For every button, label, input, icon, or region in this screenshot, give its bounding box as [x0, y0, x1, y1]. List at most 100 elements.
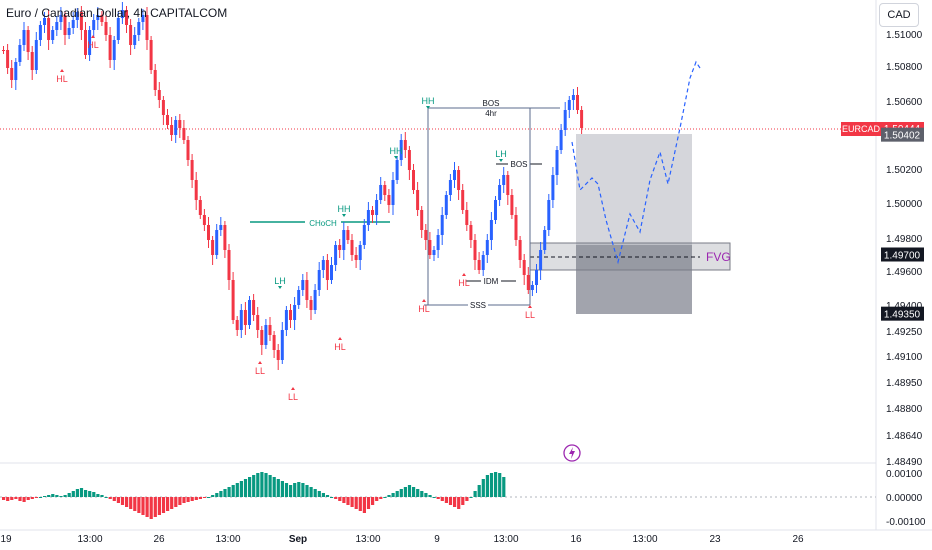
candle[interactable]	[219, 225, 223, 230]
candle[interactable]	[256, 315, 260, 330]
candle[interactable]	[543, 230, 547, 250]
candle[interactable]	[494, 200, 497, 220]
candle[interactable]	[264, 325, 268, 345]
candle[interactable]	[539, 250, 543, 270]
candle[interactable]	[461, 190, 465, 210]
candle[interactable]	[301, 280, 305, 290]
candle[interactable]	[530, 285, 534, 290]
candle[interactable]	[239, 310, 243, 330]
candle[interactable]	[223, 225, 227, 250]
candle[interactable]	[375, 200, 379, 215]
candle[interactable]	[362, 225, 366, 245]
candle[interactable]	[551, 175, 555, 200]
candle[interactable]	[305, 280, 309, 300]
candle[interactable]	[67, 28, 71, 35]
candle[interactable]	[108, 35, 112, 60]
candle[interactable]	[526, 275, 530, 290]
candle[interactable]	[358, 245, 362, 260]
candle[interactable]	[469, 225, 473, 240]
candle[interactable]	[59, 15, 63, 22]
candle[interactable]	[502, 175, 506, 185]
candle[interactable]	[334, 245, 338, 265]
oscillator-histogram[interactable]	[2, 472, 506, 519]
candle[interactable]	[424, 230, 428, 240]
candle[interactable]	[211, 240, 215, 255]
candle[interactable]	[317, 270, 321, 290]
candle[interactable]	[79, 12, 83, 30]
candle[interactable]	[440, 215, 444, 235]
candle[interactable]	[559, 130, 563, 150]
candle[interactable]	[161, 100, 165, 115]
candle[interactable]	[92, 20, 96, 30]
candle[interactable]	[436, 235, 440, 250]
candle[interactable]	[383, 185, 387, 195]
candle[interactable]	[30, 52, 34, 70]
candle[interactable]	[47, 18, 51, 40]
candle[interactable]	[227, 250, 231, 280]
candle[interactable]	[129, 25, 133, 45]
candle[interactable]	[309, 300, 313, 310]
candle[interactable]	[547, 200, 551, 230]
candle[interactable]	[6, 50, 10, 68]
candle[interactable]	[555, 150, 559, 175]
candle[interactable]	[186, 140, 190, 160]
candle[interactable]	[313, 290, 317, 310]
candle[interactable]	[104, 22, 108, 35]
candle[interactable]	[399, 140, 403, 160]
candle[interactable]	[571, 95, 575, 100]
candle[interactable]	[174, 120, 178, 135]
candle[interactable]	[489, 220, 493, 240]
candle[interactable]	[485, 240, 489, 255]
candle[interactable]	[407, 150, 411, 170]
candle[interactable]	[420, 210, 424, 230]
candle[interactable]	[153, 70, 157, 90]
candle[interactable]	[18, 45, 22, 62]
candle[interactable]	[465, 210, 469, 225]
candle[interactable]	[387, 195, 391, 205]
candle[interactable]	[350, 240, 354, 255]
candle[interactable]	[379, 185, 383, 200]
time-axis[interactable]: 19 13:00 26 13:00 Sep 13:00 9 13:00 16 13:00 23 26	[0, 534, 804, 545]
candle[interactable]	[428, 240, 432, 255]
candle[interactable]	[325, 260, 329, 280]
candle[interactable]	[412, 170, 415, 190]
candle[interactable]	[133, 35, 137, 45]
candle[interactable]	[338, 245, 342, 250]
candle[interactable]	[170, 125, 174, 135]
candle[interactable]	[120, 10, 124, 18]
candle[interactable]	[63, 15, 67, 35]
candle[interactable]	[448, 180, 452, 195]
candle[interactable]	[194, 180, 198, 200]
candle[interactable]	[10, 68, 14, 80]
candle[interactable]	[51, 30, 55, 40]
candle[interactable]	[284, 310, 288, 330]
candle[interactable]	[157, 90, 161, 100]
candle[interactable]	[96, 15, 100, 20]
candle[interactable]	[100, 15, 104, 22]
candle[interactable]	[371, 210, 374, 215]
candle[interactable]	[535, 270, 538, 285]
candle[interactable]	[563, 110, 567, 130]
candle[interactable]	[178, 120, 182, 128]
candle[interactable]	[26, 30, 30, 52]
candle[interactable]	[330, 265, 333, 280]
candle[interactable]	[272, 335, 276, 350]
candle[interactable]	[38, 25, 42, 40]
candle[interactable]	[75, 12, 79, 20]
candle[interactable]	[243, 310, 247, 325]
candle[interactable]	[481, 255, 485, 270]
candle[interactable]	[149, 40, 153, 70]
candle[interactable]	[498, 185, 502, 200]
candle[interactable]	[391, 180, 395, 205]
price-axis[interactable]: 1.51000 1.50800 1.50600 1.50200 1.50000 1.498…	[886, 30, 923, 468]
symbol-title[interactable]: Euro / Canadian Dollar, 4h CAPITALCOM	[6, 6, 228, 20]
oscillator-axis[interactable]: 0.00100 0.00000 -0.00100	[886, 469, 926, 528]
candle[interactable]	[252, 300, 256, 315]
candle[interactable]	[457, 170, 461, 190]
candle[interactable]	[576, 95, 579, 110]
candle[interactable]	[14, 62, 18, 80]
candle[interactable]	[84, 30, 87, 55]
candle[interactable]	[2, 50, 5, 51]
candle[interactable]	[510, 195, 514, 215]
